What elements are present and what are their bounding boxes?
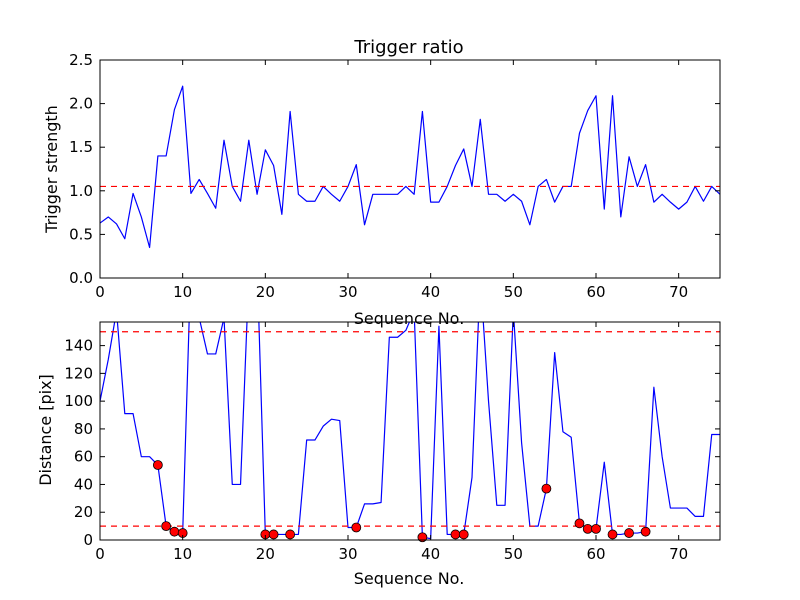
distance-y-tick-label: 0 <box>83 531 93 549</box>
distance-series-line-0 <box>100 322 720 540</box>
trigger-ratio-plot-area: 0 10 20 30 40 50 60 70 0.0 0.5 1.0 1.5 2.0 2.5 <box>69 51 721 301</box>
trigger-ratio-x-tick-label: 60 <box>586 283 605 301</box>
trigger-ratio-x-tick-label: 30 <box>338 283 357 301</box>
trigger-ratio-x-axis-label: Sequence No. <box>354 309 465 328</box>
trigger-ratio-y-tick-label: 2.5 <box>69 51 93 69</box>
distance-marker-point <box>607 529 618 540</box>
trigger-ratio-y-tick-label: 1.0 <box>69 182 93 200</box>
distance-marker-point <box>268 529 279 540</box>
distance-y-tick-label: 20 <box>74 503 93 521</box>
distance-x-tick-label: 10 <box>173 545 192 563</box>
distance-y-axis-label: Distance [pix] <box>36 374 55 486</box>
trigger-ratio-x-tick-label: 70 <box>669 283 688 301</box>
trigger-ratio-x-tick-label: 50 <box>504 283 523 301</box>
trigger-ratio-y-tick-label: 0.0 <box>69 269 93 287</box>
trigger-ratio-x-tick-label: 10 <box>173 283 192 301</box>
distance-x-tick-label: 30 <box>338 545 357 563</box>
distance-x-tick-label: 70 <box>669 545 688 563</box>
distance-y-tick-label: 60 <box>74 448 93 466</box>
distance-marker-point <box>541 483 552 494</box>
distance-marker-point <box>417 532 428 543</box>
distance-marker-point <box>582 523 593 534</box>
distance-x-tick-label: 60 <box>586 545 605 563</box>
trigger-ratio-panel: Trigger ratio 0 10 20 30 40 50 60 70 0.0 0.5 1.0 1.… <box>42 37 721 328</box>
distance-marker-point <box>169 526 180 537</box>
distance-x-tick-label: 40 <box>421 545 440 563</box>
distance-y-tick-label: 120 <box>64 364 93 382</box>
trigger-ratio-x-tick-label: 40 <box>421 283 440 301</box>
distance-axes-frame <box>99 321 721 541</box>
trigger-ratio-title: Trigger ratio <box>353 37 463 58</box>
distance-marker-point <box>351 522 362 533</box>
distance-marker-point <box>591 523 601 534</box>
distance-y-tick-label: 80 <box>74 420 93 438</box>
trigger-ratio-x-tick-label: 0 <box>95 283 105 301</box>
distance-y-tick-label: 100 <box>64 392 93 410</box>
trigger-ratio-axes-frame <box>99 59 721 279</box>
distance-y-tick-label: 140 <box>64 337 93 355</box>
distance-marker-point <box>624 528 634 538</box>
distance-marker-point <box>458 529 469 540</box>
trigger-ratio-y-axis-label: Trigger strength <box>42 105 61 234</box>
distance-x-axis-label: Sequence No. <box>354 569 465 588</box>
distance-panel: 0 10 20 30 40 50 60 70 0 20 40 60 80 100 120 140 Sequen… <box>36 321 721 588</box>
distance-x-tick-label: 0 <box>95 545 105 563</box>
trigger-ratio-series-line-0 <box>100 85 720 249</box>
trigger-ratio-y-tick-label: 1.5 <box>69 138 93 156</box>
distance-marker-point <box>574 518 585 529</box>
distance-y-tick-label: 40 <box>74 475 93 493</box>
trigger-ratio-y-tick-label: 0.5 <box>69 225 93 243</box>
distance-plot-area: 0 10 20 30 40 50 60 70 0 20 40 60 80 100 120 140 <box>64 321 721 563</box>
distance-marker-point <box>161 521 172 532</box>
distance-marker-point <box>640 526 651 537</box>
distance-x-tick-label: 20 <box>256 545 275 563</box>
distance-marker-point <box>450 529 461 540</box>
distance-marker-point <box>152 460 163 470</box>
trigger-ratio-x-tick-label: 20 <box>256 283 275 301</box>
distance-x-tick-label: 50 <box>504 545 523 563</box>
distance-marker-point <box>285 529 296 540</box>
trigger-ratio-y-tick-label: 2.0 <box>69 95 93 113</box>
